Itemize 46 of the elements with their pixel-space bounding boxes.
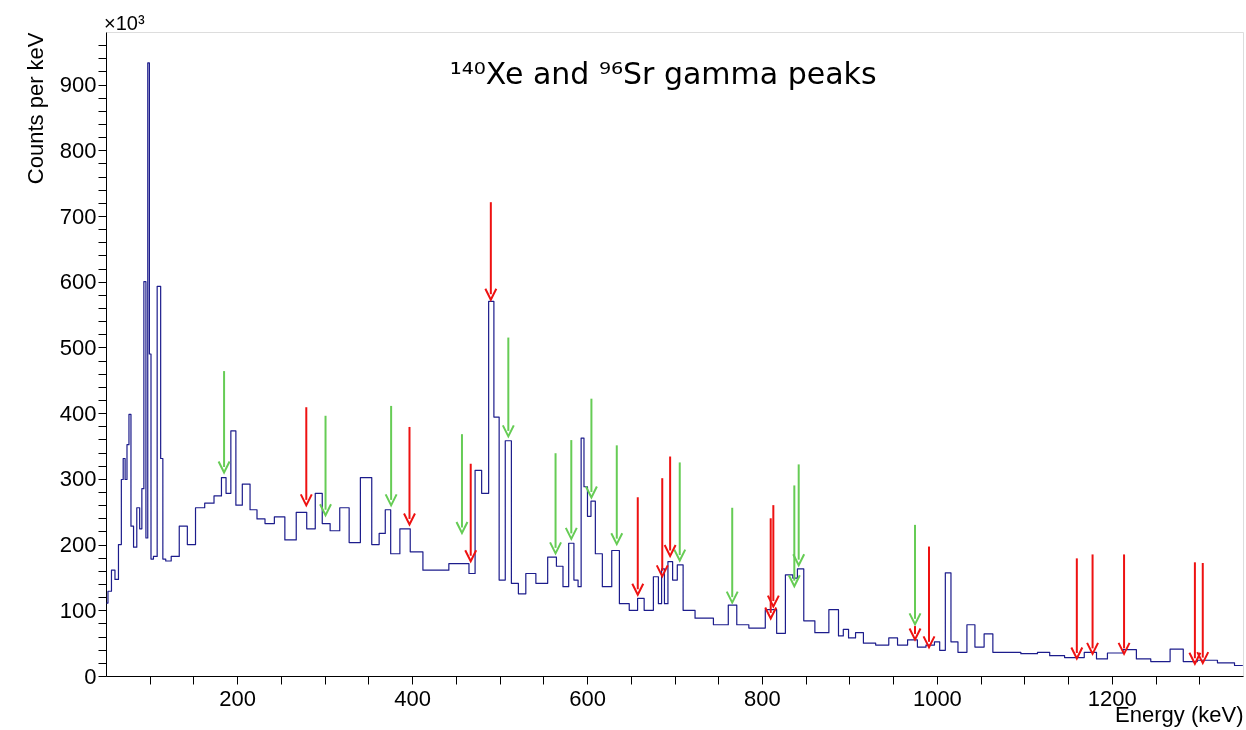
y-tick-label: 900 (59, 72, 97, 98)
point (1086, 641, 1100, 655)
point (549, 541, 563, 555)
point (764, 606, 778, 620)
point (792, 553, 806, 567)
point (484, 287, 498, 301)
point (384, 493, 398, 507)
text: ¹⁴⁰Xe and ⁹⁶Sr gamma peaks (449, 56, 877, 91)
y-axis-title: Counts per keV (22, 32, 48, 185)
point (908, 627, 922, 641)
point (673, 548, 687, 562)
point (725, 590, 739, 604)
point (655, 564, 669, 578)
y-tick-label: 300 (59, 466, 97, 492)
point (464, 549, 478, 563)
point (1117, 641, 1131, 655)
point (631, 582, 645, 596)
y-tick-label: 600 (59, 269, 97, 295)
point (299, 493, 313, 507)
x-tick-label: 400 (394, 685, 431, 711)
y-tick-label: 100 (59, 597, 97, 623)
y-tick-label: 800 (59, 137, 97, 163)
point (403, 512, 416, 526)
annotation: ×10³ (104, 12, 145, 34)
x-tick-label: 800 (744, 685, 781, 711)
point (584, 485, 598, 499)
point (1070, 646, 1084, 660)
y-tick-label: 0 (84, 663, 97, 689)
y-tick-label: 400 (59, 400, 97, 426)
y-tick-label: 200 (59, 532, 97, 558)
point (610, 532, 624, 546)
point (663, 544, 677, 557)
point (922, 635, 936, 649)
point (787, 574, 801, 588)
point (766, 594, 780, 608)
point (217, 460, 231, 474)
point (908, 612, 922, 626)
y-tick-label: 700 (59, 203, 97, 229)
point (455, 521, 469, 534)
point (564, 526, 578, 540)
x-tick-label: 600 (569, 685, 606, 711)
point (319, 503, 333, 517)
x-tick-label: 200 (219, 685, 257, 711)
y-tick-label: 500 (59, 334, 97, 360)
x-tick-label: 1000 (912, 685, 962, 711)
point (501, 424, 515, 438)
